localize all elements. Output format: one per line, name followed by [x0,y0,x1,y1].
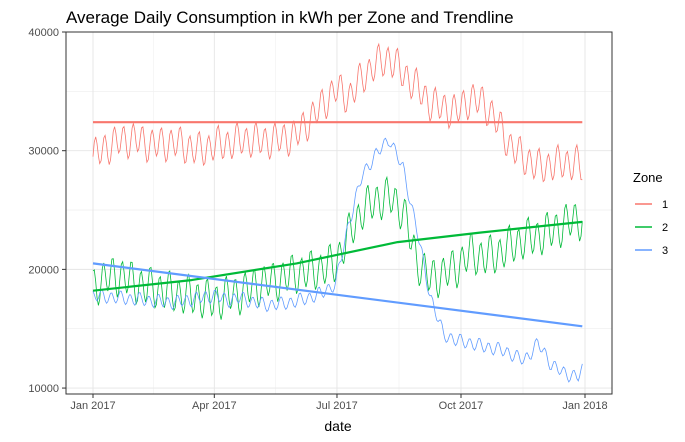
series-line-zone-1 [92,42,583,183]
y-tick-label: 30000 [28,146,59,158]
legend-items: 1 2 3 [635,199,668,257]
plot-panel-border [65,31,613,395]
y-axis-ticks: 10000 20000 30000 40000 [28,27,66,395]
trendlines [92,121,583,328]
y-tick-label: 40000 [28,27,59,39]
x-tick-label: Apr 2017 [192,400,237,412]
legend-title: Zone [633,170,663,185]
x-axis-ticks: Jan 2017 Apr 2017 Jul 2017 Oct 2017 Jan 2018 [70,394,608,412]
x-tick-label: Jan 2017 [70,400,115,412]
series-line-zone-3 [92,137,583,383]
legend: Zone 1 2 3 [633,170,668,257]
y-tick-label: 20000 [28,264,59,276]
x-tick-label: Jan 2018 [562,400,607,412]
legend-label-zone-2: 2 [662,222,668,234]
x-axis-title: date [324,418,351,434]
legend-label-zone-3: 3 [662,245,668,257]
chart-title: Average Daily Consumption in kWh per Zon… [66,8,514,27]
trendline-zone-2 [92,220,583,292]
legend-label-zone-1: 1 [662,199,668,211]
x-tick-label: Jul 2017 [316,400,358,412]
trendline-zone-3 [92,262,583,328]
y-tick-label: 10000 [28,383,59,395]
x-tick-label: Oct 2017 [439,400,484,412]
